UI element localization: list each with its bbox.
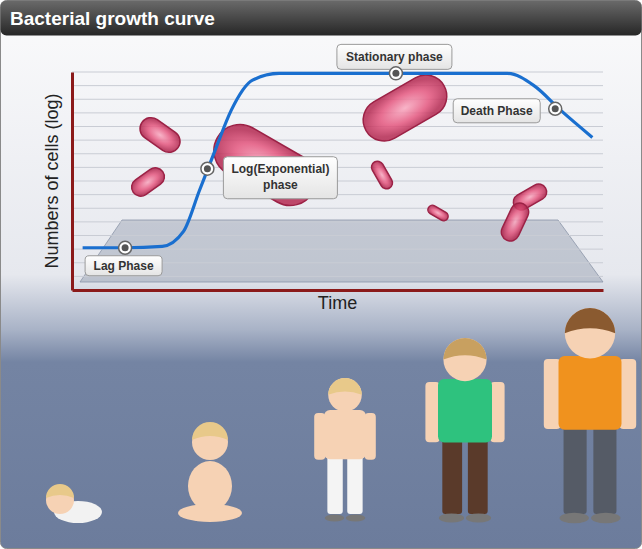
x-axis-title: Time: [318, 293, 357, 313]
annotation: Log(Exponential)phase: [201, 157, 338, 199]
annotation-marker: [201, 162, 214, 175]
leg: [564, 426, 587, 514]
baby-body: [188, 461, 232, 511]
bacterium: [498, 200, 531, 244]
y-axis: [72, 73, 73, 291]
annotation-marker-dot: [392, 70, 399, 77]
plot-area: [83, 73, 593, 247]
person: [544, 308, 636, 523]
bacterium: [136, 113, 185, 156]
torso: [438, 379, 492, 442]
annotations: Lag Phase Log(Exponential)phase Stationary…: [85, 44, 562, 275]
annotation-label: Lag Phase: [94, 259, 154, 273]
y-axis-line: [71, 73, 74, 291]
grid-line: [72, 235, 603, 236]
annotation-marker-dot: [122, 244, 129, 251]
hair: [565, 308, 615, 333]
leg: [593, 426, 616, 514]
baby-hair: [46, 484, 74, 498]
annotation-marker-dot: [552, 105, 559, 112]
annotation-marker-dot: [204, 165, 211, 172]
x-axis-line: [73, 289, 604, 292]
shoe: [466, 514, 491, 523]
x-axis: [73, 290, 604, 291]
arm: [619, 359, 636, 429]
leg: [347, 455, 362, 514]
floor-plane: [80, 220, 603, 282]
arm: [425, 382, 439, 442]
annotation-box: [85, 256, 162, 276]
annotation-box: [223, 157, 337, 199]
shoe: [591, 513, 620, 524]
bacterium: [128, 164, 168, 199]
title: Bacterial growth curve: [10, 8, 215, 29]
annotation: Stationary phase: [337, 44, 452, 80]
head: [443, 338, 486, 381]
shoe: [325, 515, 345, 522]
shoe: [346, 515, 366, 522]
arm: [314, 413, 325, 460]
person: [425, 338, 504, 523]
header-bar: [1, 1, 642, 36]
bacterium: [426, 204, 450, 223]
leg: [327, 455, 342, 514]
annotation: Death Phase: [453, 99, 562, 123]
background: [1, 1, 642, 549]
growth-curve: [83, 73, 593, 247]
bacterium: [356, 67, 455, 148]
shoe: [560, 513, 589, 524]
annotation-box: [453, 99, 540, 123]
head: [328, 378, 362, 412]
grid-line: [72, 153, 603, 154]
torso: [324, 410, 366, 459]
leg: [468, 438, 488, 514]
hair: [328, 378, 362, 395]
annotation-label: Stationary phase: [346, 50, 443, 64]
y-axis-title: Numbers of cells (log): [42, 93, 62, 268]
person: [314, 378, 376, 522]
grid-line: [72, 290, 603, 291]
arm: [544, 359, 561, 429]
annotation-label: Death Phase: [461, 104, 533, 118]
annotation-marker: [119, 241, 132, 254]
baby-hair: [192, 422, 228, 440]
arm: [490, 382, 504, 442]
grid-line: [72, 85, 603, 86]
arm: [365, 413, 376, 460]
illustration: [46, 308, 636, 523]
grid-line: [72, 249, 603, 250]
shoe: [439, 514, 464, 523]
leg: [442, 438, 462, 514]
annotation-marker: [549, 102, 562, 115]
torso: [559, 356, 622, 430]
head: [565, 308, 615, 358]
annotation-box: [337, 44, 452, 69]
annotation: Lag Phase: [85, 241, 162, 276]
hair: [443, 338, 486, 360]
bacterium: [369, 159, 394, 191]
annotation-marker: [389, 67, 402, 80]
chart: Bacterial growth curve Numbers of cells (…: [0, 0, 642, 549]
grid: [72, 72, 603, 290]
annotation-label: Log(Exponential)phase: [231, 162, 329, 192]
